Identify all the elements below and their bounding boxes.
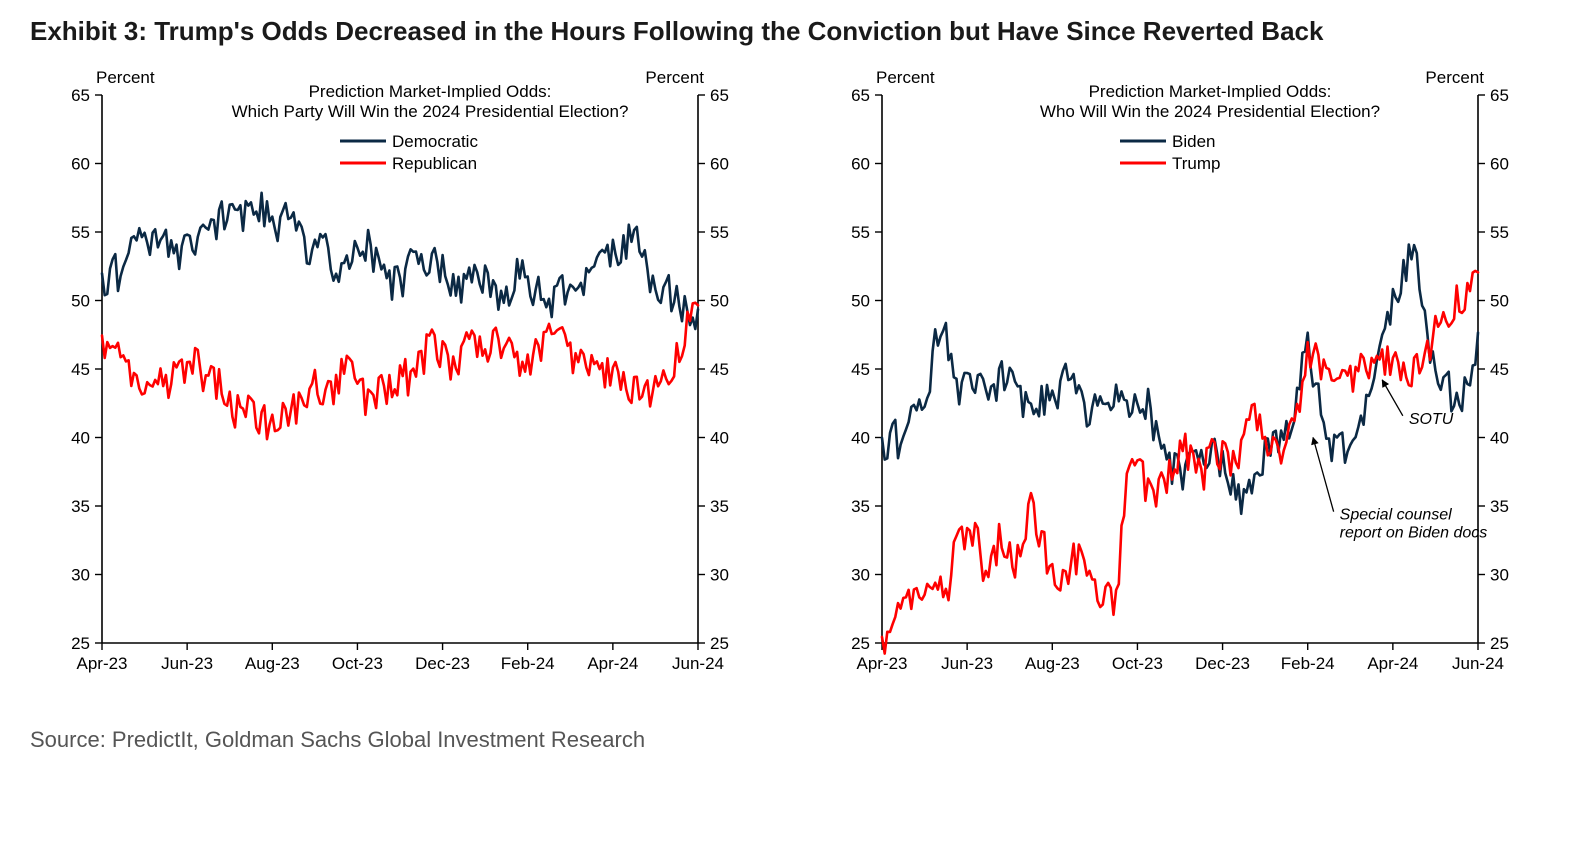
annotation-label: report on Biden docs: [1340, 525, 1488, 542]
ytick-label-right: 55: [1490, 223, 1509, 242]
annotation-label: Special counsel: [1340, 507, 1453, 524]
series-republican: [102, 303, 698, 440]
ytick-label-left: 45: [851, 360, 870, 379]
ytick-label-right: 35: [1490, 497, 1509, 516]
ytick-label-right: 50: [710, 292, 729, 311]
series-biden: [882, 245, 1478, 514]
ytick-label-right: 25: [710, 634, 729, 653]
ytick-label-left: 60: [71, 155, 90, 174]
xtick-label: Oct-23: [1112, 654, 1163, 673]
xtick-label: Jun-23: [161, 654, 213, 673]
ytick-label-left: 65: [71, 86, 90, 105]
xtick-label: Jun-24: [672, 654, 724, 673]
chart-title-line1: Prediction Market-Implied Odds:: [1089, 82, 1332, 101]
chart-title-line2: Who Will Win the 2024 Presidential Elect…: [1040, 102, 1380, 121]
xtick-label: Jun-23: [941, 654, 993, 673]
annotation-label: SOTU: [1409, 411, 1454, 428]
xtick-label: Apr-23: [76, 654, 127, 673]
ytick-label-right: 45: [1490, 360, 1509, 379]
legend-label: Biden: [1172, 132, 1215, 151]
y-label-right: Percent: [645, 68, 704, 87]
ytick-label-left: 55: [851, 223, 870, 242]
legend-label: Republican: [392, 154, 477, 173]
y-label-left: Percent: [96, 68, 155, 87]
ytick-label-right: 60: [710, 155, 729, 174]
ytick-label-right: 40: [1490, 429, 1509, 448]
ytick-label-left: 30: [851, 566, 870, 585]
chart-right: 25 25 30 30 35 35 40 40 45 45 50 50 55 55 60 60 65 65 Perc…: [810, 59, 1550, 699]
y-label-right: Percent: [1425, 68, 1484, 87]
xtick-label: Apr-23: [856, 654, 907, 673]
xtick-label: Feb-24: [1281, 654, 1335, 673]
chart-left: 25 25 30 30 35 35 40 40 45 45 50 50 55 55 60 60 65 65 Perc…: [30, 59, 770, 699]
xtick-label: Apr-24: [1367, 654, 1418, 673]
ytick-label-left: 55: [71, 223, 90, 242]
page-root: Exhibit 3: Trump's Odds Decreased in the…: [0, 0, 1590, 850]
xtick-label: Dec-23: [1195, 654, 1250, 673]
ytick-label-right: 25: [1490, 634, 1509, 653]
ytick-label-left: 25: [71, 634, 90, 653]
ytick-label-left: 50: [71, 292, 90, 311]
source-line: Source: PredictIt, Goldman Sachs Global …: [30, 727, 1560, 753]
ytick-label-right: 50: [1490, 292, 1509, 311]
xtick-label: Oct-23: [332, 654, 383, 673]
ytick-label-right: 65: [710, 86, 729, 105]
xtick-label: Jun-24: [1452, 654, 1504, 673]
xtick-label: Apr-24: [587, 654, 638, 673]
ytick-label-left: 30: [71, 566, 90, 585]
ytick-label-right: 30: [710, 566, 729, 585]
ytick-label-left: 35: [851, 497, 870, 516]
xtick-label: Aug-23: [245, 654, 300, 673]
ytick-label-left: 60: [851, 155, 870, 174]
ytick-label-right: 55: [710, 223, 729, 242]
y-label-left: Percent: [876, 68, 935, 87]
xtick-label: Feb-24: [501, 654, 555, 673]
chart-title-line1: Prediction Market-Implied Odds:: [309, 82, 552, 101]
ytick-label-left: 25: [851, 634, 870, 653]
exhibit-title: Exhibit 3: Trump's Odds Decreased in the…: [30, 16, 1560, 47]
xtick-label: Dec-23: [415, 654, 470, 673]
series-democratic: [102, 193, 698, 329]
ytick-label-left: 40: [71, 429, 90, 448]
ytick-label-left: 40: [851, 429, 870, 448]
ytick-label-left: 35: [71, 497, 90, 516]
ytick-label-right: 40: [710, 429, 729, 448]
ytick-label-left: 65: [851, 86, 870, 105]
xtick-label: Aug-23: [1025, 654, 1080, 673]
legend-label: Democratic: [392, 132, 478, 151]
ytick-label-left: 50: [851, 292, 870, 311]
ytick-label-right: 35: [710, 497, 729, 516]
chart-left-wrap: 25 25 30 30 35 35 40 40 45 45 50 50 55 55 60 60 65 65 Perc…: [30, 59, 770, 699]
ytick-label-right: 60: [1490, 155, 1509, 174]
charts-row: 25 25 30 30 35 35 40 40 45 45 50 50 55 55 60 60 65 65 Perc…: [30, 59, 1560, 699]
ytick-label-left: 45: [71, 360, 90, 379]
chart-title-line2: Which Party Will Win the 2024 Presidenti…: [232, 102, 629, 121]
legend-label: Trump: [1172, 154, 1221, 173]
chart-right-wrap: 25 25 30 30 35 35 40 40 45 45 50 50 55 55 60 60 65 65 Perc…: [810, 59, 1550, 699]
ytick-label-right: 45: [710, 360, 729, 379]
ytick-label-right: 30: [1490, 566, 1509, 585]
ytick-label-right: 65: [1490, 86, 1509, 105]
annotation-arrow: [1382, 380, 1403, 416]
